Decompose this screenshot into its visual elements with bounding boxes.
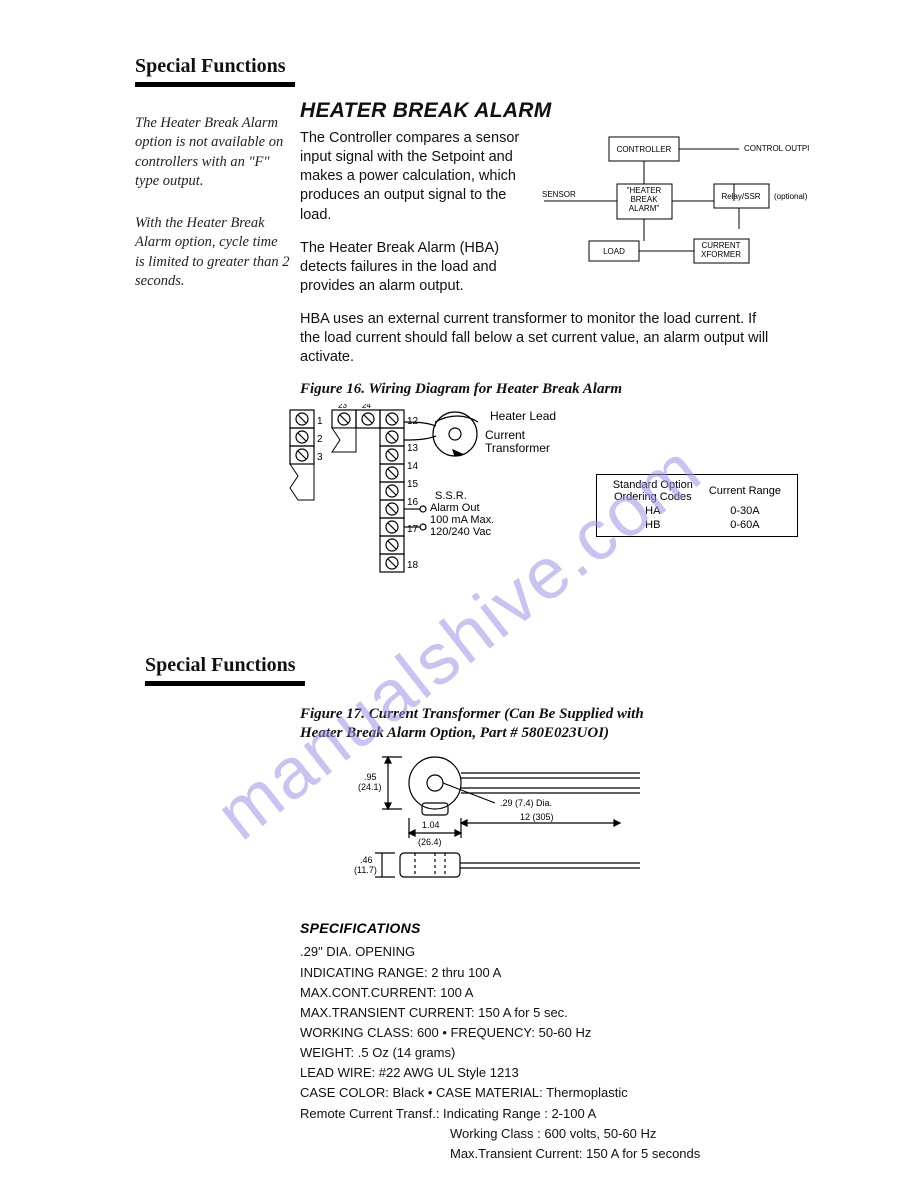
svg-text:BREAK: BREAK xyxy=(630,195,658,204)
svg-text:CURRENT: CURRENT xyxy=(701,241,740,250)
opt-h2: Current Range xyxy=(701,479,789,503)
para-1: The Controller compares a sensor input s… xyxy=(300,129,525,225)
svg-text:(24.1): (24.1) xyxy=(358,782,382,792)
svg-text:Relay/SSR: Relay/SSR xyxy=(721,192,760,201)
para-3: HBA uses an external current transformer… xyxy=(300,310,780,367)
current-transformer-fig17: .95 (24.1) .29 (7.4) Dia. 1.04 (26.4) 12… xyxy=(300,748,828,908)
svg-text:100 mA Max.: 100 mA Max. xyxy=(430,514,494,526)
svg-text:120/240 Vac: 120/240 Vac xyxy=(430,526,491,538)
svg-text:Transformer: Transformer xyxy=(485,441,550,455)
figure-17-caption-b: Heater Break Alarm Option, Part # 580E02… xyxy=(300,725,828,742)
svg-text:24: 24 xyxy=(362,404,371,410)
svg-text:LOAD: LOAD xyxy=(603,247,625,256)
figure-16-caption: Figure 16. Wiring Diagram for Heater Bre… xyxy=(300,381,828,398)
para-2: The Heater Break Alarm (HBA) detects fai… xyxy=(300,239,525,296)
sidenote-2: With the Heater Break Alarm option, cycl… xyxy=(135,214,290,292)
svg-text:18: 18 xyxy=(407,560,419,571)
svg-text:3: 3 xyxy=(317,452,323,463)
svg-text:12: 12 xyxy=(407,416,419,427)
svg-text:(optional): (optional) xyxy=(774,192,808,201)
spec-0: .29" DIA. OPENING xyxy=(300,942,828,962)
svg-text:Current: Current xyxy=(485,428,526,442)
opt-r1c2: 0-30A xyxy=(701,504,789,518)
main-content-1: HEATER BREAK ALARM The Controller compar… xyxy=(300,99,828,624)
svg-text:17: 17 xyxy=(407,524,419,535)
spec-4: WORKING CLASS: 600 • FREQUENCY: 50-60 Hz xyxy=(300,1023,828,1043)
svg-text:16: 16 xyxy=(407,497,419,508)
svg-text:CONTROLLER: CONTROLLER xyxy=(617,145,672,154)
specifications-title: SPECIFICATIONS xyxy=(300,920,828,936)
section-header-1: Special Functions xyxy=(135,55,828,78)
svg-text:14: 14 xyxy=(407,461,419,472)
svg-text:1.04: 1.04 xyxy=(422,820,440,830)
sidenote-1: The Heater Break Alarm option is not ava… xyxy=(135,114,290,192)
option-ordering-table: Standard OptionOrdering Codes Current Ra… xyxy=(596,474,798,537)
svg-text:23: 23 xyxy=(338,404,347,410)
svg-text:1: 1 xyxy=(317,416,323,427)
spec-1: INDICATING RANGE: 2 thru 100 A xyxy=(300,963,828,983)
svg-text:12 (305): 12 (305) xyxy=(520,812,554,822)
svg-text:.29 (7.4) Dia.: .29 (7.4) Dia. xyxy=(500,798,552,808)
section-underline-2 xyxy=(145,681,305,686)
section-special-functions-2: Special Functions Figure 17. Current Tra… xyxy=(135,654,828,1164)
svg-text:SENSOR: SENSOR xyxy=(542,190,576,199)
figure-17-caption-a: Figure 17. Current Transformer (Can Be S… xyxy=(300,706,828,723)
svg-text:Heater Lead: Heater Lead xyxy=(490,409,556,423)
spec-i1: Max.Transient Current: 150 A for 5 secon… xyxy=(450,1144,828,1164)
svg-text:2: 2 xyxy=(317,434,323,445)
spec-5: WEIGHT: .5 Oz (14 grams) xyxy=(300,1043,828,1063)
spec-8: Remote Current Transf.: Indicating Range… xyxy=(300,1104,828,1124)
opt-h1: Standard OptionOrdering Codes xyxy=(613,479,693,503)
spec-2: MAX.CONT.CURRENT: 100 A xyxy=(300,983,828,1003)
block-diagram: CONTROLLER CONTROL OUTPUT SENSOR "HEATER… xyxy=(539,129,828,310)
svg-text:(26.4): (26.4) xyxy=(418,837,442,847)
section-special-functions-1: Special Functions The Heater Break Alarm… xyxy=(135,55,828,624)
svg-text:(11.7): (11.7) xyxy=(354,865,377,875)
main-content-2: Figure 17. Current Transformer (Can Be S… xyxy=(300,698,828,1164)
svg-text:.46: .46 xyxy=(360,855,373,865)
svg-text:.95: .95 xyxy=(364,772,377,782)
opt-r2c1: HB xyxy=(605,518,701,532)
section-header-2: Special Functions xyxy=(145,654,828,677)
opt-r1c1: HA xyxy=(605,504,701,518)
spec-3: MAX.TRANSIENT CURRENT: 150 A for 5 sec. xyxy=(300,1003,828,1023)
svg-text:XFORMER: XFORMER xyxy=(701,250,741,259)
svg-text:Alarm Out: Alarm Out xyxy=(430,502,480,514)
svg-text:15: 15 xyxy=(407,479,419,490)
svg-text:ALARM": ALARM" xyxy=(629,204,660,213)
svg-text:CONTROL OUTPUT: CONTROL OUTPUT xyxy=(744,144,809,153)
wiring-diagram-fig16: 1 2 3 23 24 12 13 14 15 16 17 18 Heater … xyxy=(300,404,828,594)
heater-break-alarm-title: HEATER BREAK ALARM xyxy=(300,99,828,123)
spec-i0: Working Class : 600 volts, 50-60 Hz xyxy=(450,1124,828,1144)
spec-7: CASE COLOR: Black • CASE MATERIAL: Therm… xyxy=(300,1083,828,1103)
svg-text:S.S.R.: S.S.R. xyxy=(435,490,467,502)
spec-6: LEAD WIRE: #22 AWG UL Style 1213 xyxy=(300,1063,828,1083)
opt-r2c2: 0-60A xyxy=(701,518,789,532)
sidebar-1: The Heater Break Alarm option is not ava… xyxy=(135,99,300,314)
svg-text:"HEATER: "HEATER xyxy=(627,186,662,195)
svg-text:13: 13 xyxy=(407,443,419,454)
section-underline-1 xyxy=(135,82,295,87)
